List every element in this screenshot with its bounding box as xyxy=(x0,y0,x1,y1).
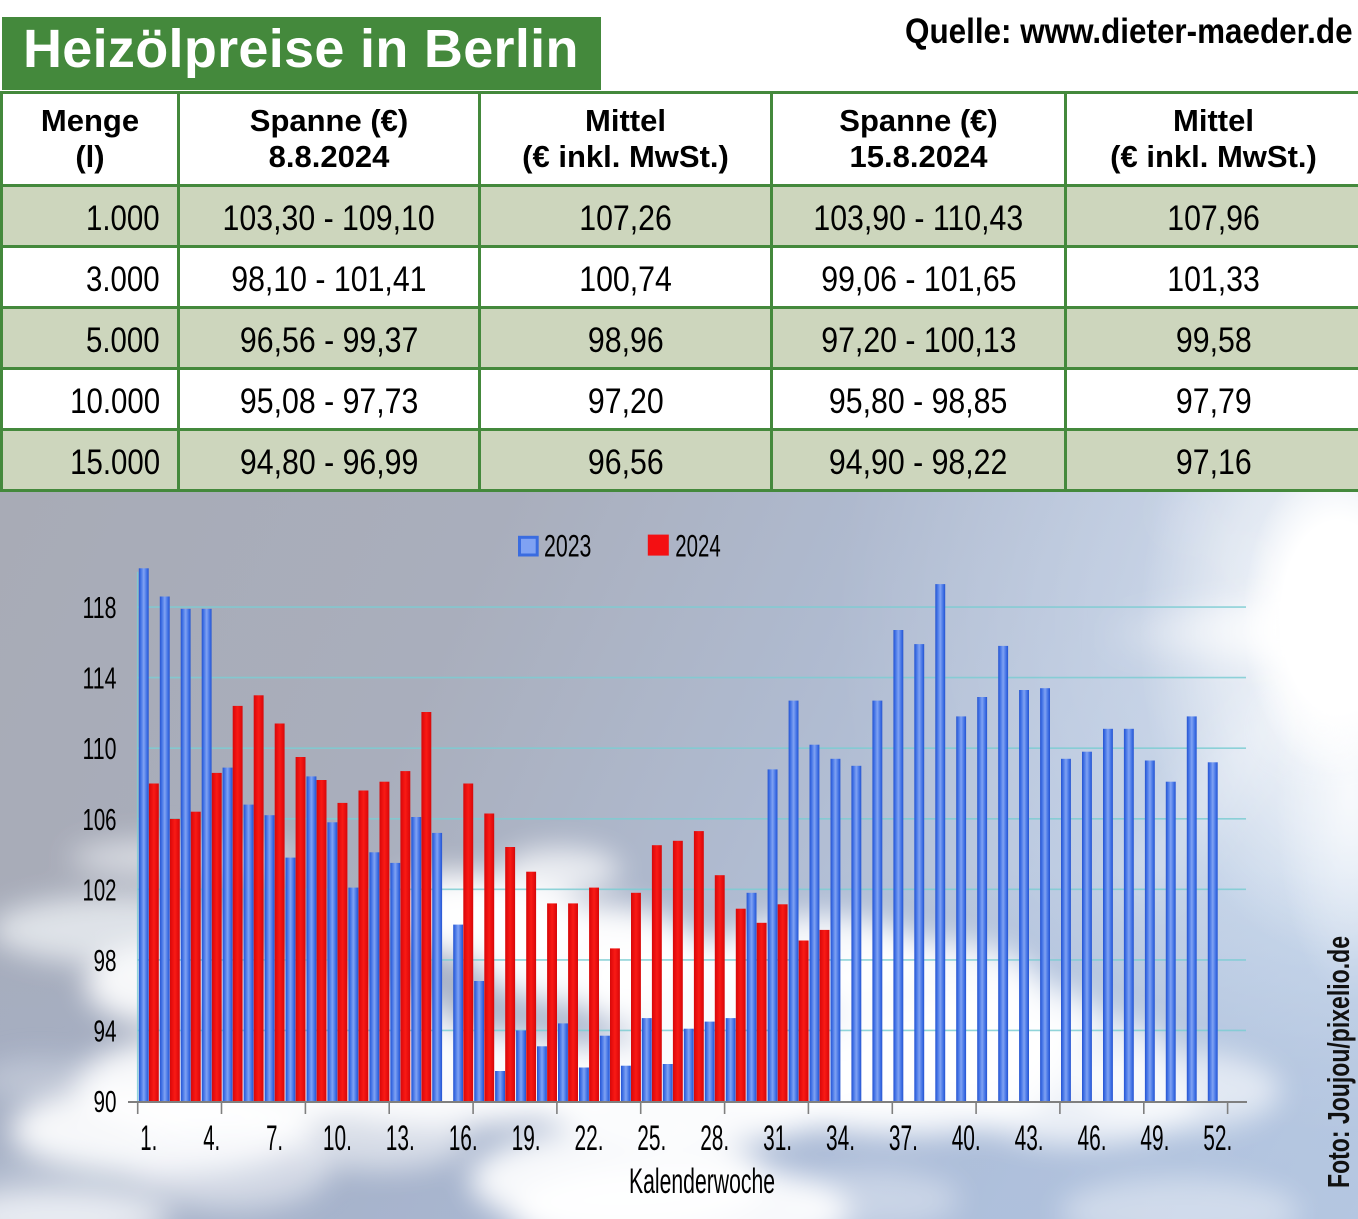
svg-text:10.: 10. xyxy=(323,1119,352,1158)
svg-text:2023: 2023 xyxy=(544,528,591,564)
svg-text:46.: 46. xyxy=(1078,1119,1107,1158)
svg-text:98: 98 xyxy=(94,943,117,978)
svg-text:19.: 19. xyxy=(512,1119,541,1158)
svg-text:7.: 7. xyxy=(266,1119,283,1158)
svg-text:2024: 2024 xyxy=(675,528,720,564)
svg-text:40.: 40. xyxy=(952,1119,981,1158)
svg-text:Foto: Joujou/pixelio.de: Foto: Joujou/pixelio.de xyxy=(1321,936,1356,1188)
svg-text:1.: 1. xyxy=(140,1119,157,1158)
svg-text:13.: 13. xyxy=(386,1119,415,1158)
svg-text:90: 90 xyxy=(94,1084,117,1119)
svg-text:106: 106 xyxy=(83,802,117,837)
svg-text:94: 94 xyxy=(94,1013,117,1048)
svg-text:31.: 31. xyxy=(763,1119,792,1158)
svg-text:Kalenderwoche: Kalenderwoche xyxy=(629,1162,775,1201)
svg-text:25.: 25. xyxy=(637,1119,666,1158)
svg-text:28.: 28. xyxy=(700,1119,729,1158)
svg-text:52.: 52. xyxy=(1203,1119,1232,1158)
svg-text:43.: 43. xyxy=(1015,1119,1044,1158)
svg-text:114: 114 xyxy=(83,661,117,696)
svg-text:110: 110 xyxy=(83,731,117,766)
svg-text:118: 118 xyxy=(83,590,117,625)
svg-text:49.: 49. xyxy=(1140,1119,1169,1158)
svg-text:16.: 16. xyxy=(449,1119,478,1158)
svg-text:4.: 4. xyxy=(203,1119,220,1158)
svg-text:22.: 22. xyxy=(575,1119,604,1158)
svg-text:37.: 37. xyxy=(889,1119,918,1158)
svg-text:34.: 34. xyxy=(826,1119,855,1158)
svg-text:102: 102 xyxy=(83,872,117,907)
